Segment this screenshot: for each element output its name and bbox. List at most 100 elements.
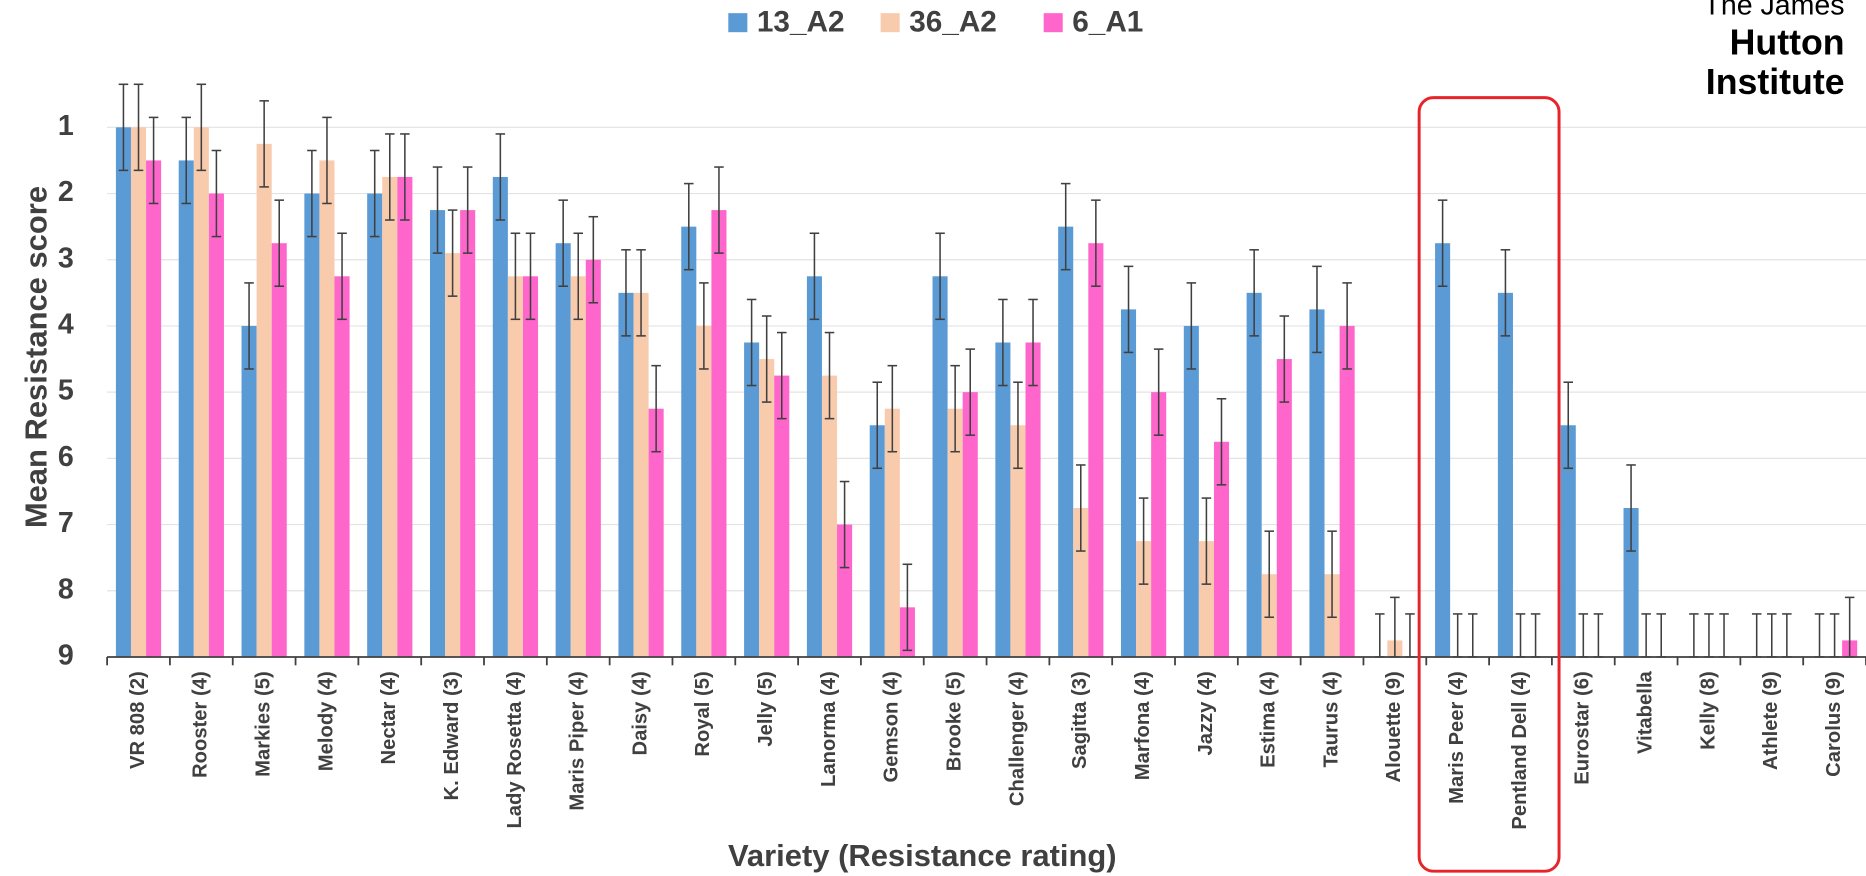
x-tick-label: K. Edward (3) — [441, 671, 463, 800]
error-bar — [118, 83, 129, 172]
bar — [681, 226, 697, 657]
error-bar — [621, 249, 631, 337]
bar — [821, 375, 838, 657]
bar — [648, 408, 664, 657]
error-bar — [196, 83, 207, 172]
bar — [507, 276, 523, 657]
y-tick-label: 5 — [58, 375, 74, 407]
bar — [947, 408, 963, 657]
x-tick-label: Jelly (5) — [755, 671, 777, 746]
x-tick-label: Rooster (4) — [190, 671, 212, 778]
bar — [1073, 508, 1089, 657]
bar — [1435, 243, 1451, 657]
bar — [146, 160, 162, 657]
logo-text: Hutton — [1730, 23, 1845, 63]
bar — [319, 160, 335, 657]
error-bar — [777, 331, 787, 420]
x-tick-label: Daisy (4) — [629, 671, 651, 755]
x-tick-label: Lanorma (4) — [818, 671, 840, 787]
error-bar — [965, 348, 975, 436]
bar — [774, 375, 790, 657]
error-bar — [588, 215, 599, 304]
legend-swatch — [1043, 13, 1063, 33]
error-bar — [1279, 315, 1290, 403]
error-bar — [181, 116, 192, 205]
bar — [445, 253, 461, 657]
x-tick-label: Challenger (4) — [1006, 671, 1028, 806]
bar — [1309, 309, 1325, 657]
x-tick-label: Gemson (4) — [881, 671, 903, 782]
error-bar — [510, 232, 521, 321]
error-bar — [1767, 613, 1777, 658]
bar — [555, 243, 571, 657]
error-bar — [369, 149, 380, 238]
error-bar — [1028, 298, 1038, 387]
y-tick-label: 2 — [58, 176, 74, 208]
error-bar — [1201, 497, 1212, 585]
bar — [932, 276, 948, 657]
bar — [696, 325, 712, 657]
error-bar — [1500, 249, 1511, 337]
bar — [382, 176, 398, 657]
error-bar — [1452, 613, 1463, 658]
error-bar — [1515, 613, 1526, 658]
error-bar — [636, 249, 646, 337]
error-bar — [337, 232, 347, 321]
error-bar — [1593, 613, 1604, 658]
x-tick-label: Estima (4) — [1258, 671, 1280, 768]
x-tick-label: Sagitta (3) — [1069, 671, 1091, 769]
error-bar — [1013, 381, 1023, 470]
error-bar — [447, 209, 458, 297]
y-axis-title: Mean Resistance score — [18, 186, 53, 528]
bar — [241, 325, 257, 657]
bar — [256, 143, 272, 657]
error-bar — [1138, 497, 1149, 585]
y-tick-label: 3 — [58, 242, 74, 274]
x-tick-label: Lady Rosetta (4) — [504, 671, 526, 828]
legend-swatch — [880, 13, 900, 33]
error-bar — [1186, 282, 1197, 370]
error-bar — [1578, 613, 1589, 658]
bar — [304, 193, 320, 657]
bar — [1276, 359, 1292, 657]
bar — [1213, 441, 1230, 657]
error-bar — [872, 381, 883, 470]
y-tick-label: 4 — [58, 308, 74, 340]
x-tick-label: Carolus (9) — [1823, 671, 1845, 777]
error-bar — [1216, 397, 1227, 486]
bar — [178, 160, 194, 657]
x-axis-title: Variety (Resistance rating) — [728, 838, 1117, 873]
x-tick-label: Eurostar (6) — [1572, 671, 1594, 784]
error-bar — [1782, 613, 1792, 658]
bar — [115, 127, 131, 657]
error-bar — [651, 364, 661, 453]
error-bar — [1249, 249, 1259, 337]
error-bar — [211, 149, 222, 238]
error-bar — [525, 232, 536, 321]
error-bar — [133, 83, 144, 172]
bar — [1560, 425, 1576, 657]
error-bar — [746, 298, 757, 387]
bar — [585, 259, 601, 657]
x-tick-label: Alouette (9) — [1383, 671, 1405, 782]
error-bar — [1405, 613, 1415, 658]
highlight-box — [1417, 96, 1561, 873]
logo-text: The James — [1703, 0, 1844, 22]
bar — [1497, 292, 1513, 657]
error-bar — [1153, 348, 1164, 436]
error-bar — [1530, 613, 1541, 658]
y-tick-label: 7 — [58, 507, 74, 539]
bar — [1151, 392, 1167, 657]
y-tick-label: 1 — [58, 110, 74, 142]
x-tick-label: VR 808 (2) — [127, 671, 149, 769]
error-bar — [935, 232, 945, 321]
error-bar — [1704, 613, 1714, 658]
x-tick-label: Vitabella — [1634, 671, 1656, 755]
error-bar — [1656, 613, 1666, 658]
bar — [806, 276, 822, 657]
error-bar — [1437, 199, 1448, 287]
error-bar — [1814, 613, 1825, 658]
error-bar — [1689, 613, 1699, 658]
bar — [1088, 243, 1104, 657]
